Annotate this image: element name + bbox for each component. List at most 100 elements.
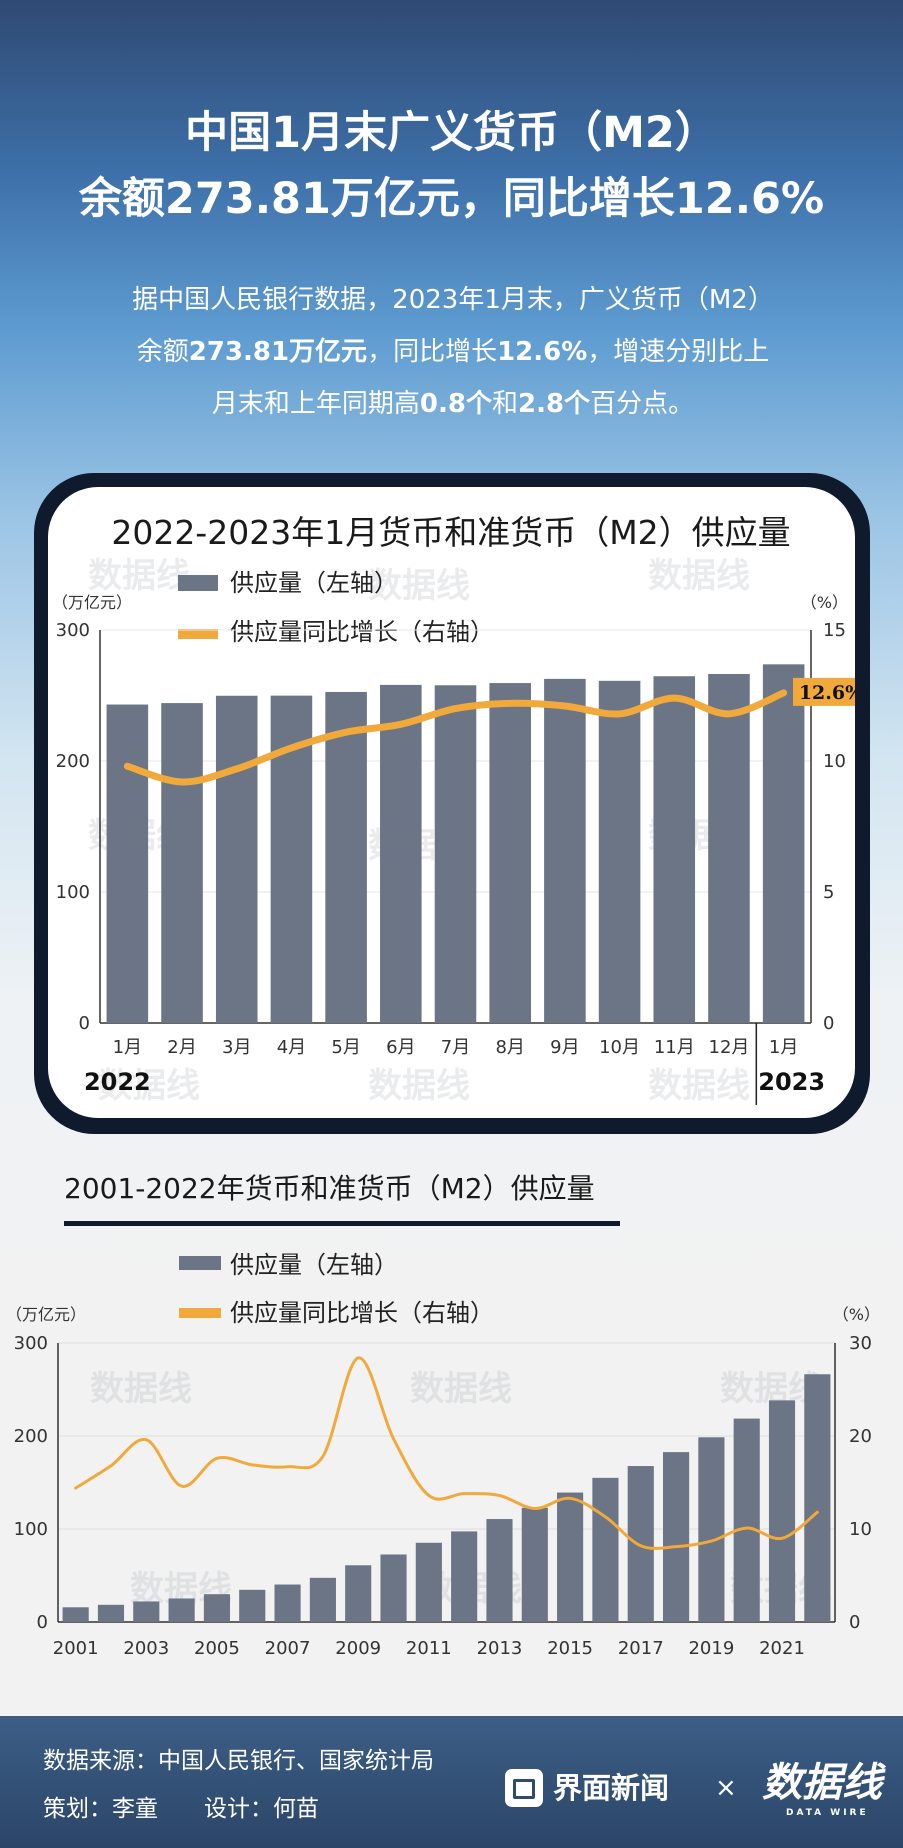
y-tick-label-right: 0 <box>849 1612 860 1633</box>
watermark-text: 数据线 <box>88 556 190 596</box>
right-axis-unit: （%） <box>833 1305 880 1324</box>
datawire-logo: 数据线 <box>762 1760 882 1806</box>
x-tick-label: 2003 <box>123 1638 169 1659</box>
y-tick-label-left: 0 <box>79 1013 90 1034</box>
jiemian-logo-text: 界面新闻 <box>553 1771 670 1805</box>
bar <box>598 680 641 1023</box>
y-tick-label-right: 30 <box>849 1333 872 1354</box>
chart-card: 数据线数据线数据线数据线数据线数据线数据线数据线数据线2022-2023年1月货… <box>48 487 855 1118</box>
left-axis-unit: （万亿元） <box>6 1305 86 1324</box>
legend-label-line: 供应量同比增长（右轴） <box>230 618 494 646</box>
bar <box>97 1604 125 1622</box>
annotation-label: 12.6% <box>799 682 855 704</box>
watermark-text: 数据线 <box>648 556 750 596</box>
legend-label-bar: 供应量（左轴） <box>230 569 398 597</box>
x-tick-label: 2009 <box>335 1638 381 1659</box>
title-line-1: 中国1月末广义货币（M2） <box>185 108 718 158</box>
x-tick-label: 7月 <box>441 1037 470 1058</box>
bar <box>168 1598 195 1622</box>
growth-line <box>74 1356 819 1550</box>
legend-swatch-line <box>179 1308 221 1318</box>
x-tick-label: 2月 <box>167 1037 196 1058</box>
x-tick-label: 2001 <box>53 1638 99 1659</box>
page-title: 中国1月末广义货币（M2） 余额273.81万亿元，同比增长12.6% <box>0 100 903 232</box>
chart-title: 2001-2022年货币和准货币（M2）供应量 <box>64 1172 595 1205</box>
jiemian-logo: 界面新闻 <box>505 1768 669 1808</box>
watermark-text: 数据线 <box>90 1369 192 1409</box>
y-tick-label-left: 200 <box>56 751 90 772</box>
year-label-2022: 2022 <box>84 1068 151 1096</box>
legend-swatch-bar <box>179 1256 221 1270</box>
x-tick-label: 2019 <box>688 1638 734 1659</box>
footer-times-sign: × <box>715 1773 737 1803</box>
bar <box>380 684 422 1023</box>
intro-highlight: 2.8个 <box>518 389 591 419</box>
intro-highlight: 12.6% <box>497 337 588 367</box>
bar <box>486 1519 513 1622</box>
x-tick-label: 8月 <box>495 1037 524 1058</box>
intro-text: 月末和上年同期高 <box>211 389 420 419</box>
growth-line <box>123 689 788 786</box>
legend-label-bar: 供应量（左轴） <box>230 1251 398 1279</box>
title-line-2: 余额273.81万亿元，同比增长12.6% <box>78 174 825 224</box>
bar <box>708 674 750 1023</box>
x-tick-label: 2007 <box>265 1638 311 1659</box>
watermark-text: 数据线 <box>648 1066 750 1106</box>
bar <box>557 1492 584 1622</box>
bar <box>106 704 149 1023</box>
watermark-text: 数据线 <box>368 566 470 606</box>
bar <box>203 1594 230 1622</box>
bar <box>804 1374 831 1622</box>
monthly-m2-chart: 数据线数据线数据线数据线数据线数据线数据线数据线数据线2022-2023年1月货… <box>52 513 855 1106</box>
x-tick-label: 11月 <box>654 1037 695 1058</box>
x-tick-label: 5月 <box>331 1037 360 1058</box>
datawire-logo-sub: DATA WIRE <box>786 1808 869 1818</box>
intro-highlight: 0.8个 <box>419 389 492 419</box>
x-tick-label: 1月 <box>113 1037 142 1058</box>
bar <box>274 1584 301 1622</box>
x-tick-label: 2021 <box>759 1638 805 1659</box>
x-tick-label: 2005 <box>194 1638 240 1659</box>
bar <box>434 685 477 1023</box>
y-tick-label-left: 300 <box>14 1333 48 1354</box>
intro-text: ，同比增长 <box>367 337 498 367</box>
year-label-2023: 2023 <box>758 1068 825 1096</box>
legend-swatch-bar <box>178 575 218 591</box>
bar <box>544 678 586 1023</box>
x-tick-label: 10月 <box>599 1037 640 1058</box>
news-logo-icon <box>505 1769 543 1807</box>
bar <box>415 1542 442 1622</box>
y-tick-label-left: 200 <box>14 1426 48 1447</box>
chart-title: 2022-2023年1月货币和准货币（M2）供应量 <box>111 513 790 552</box>
x-tick-label: 2011 <box>406 1638 452 1659</box>
footer: 数据来源：中国人民银行、国家统计局 策划：李童 设计：何苗 界面新闻 × 数据线… <box>0 1716 903 1848</box>
intro-line-1: 据中国人民银行数据，2023年1月末，广义货币（M2） <box>132 285 774 315</box>
legend-label-line: 供应量同比增长（右轴） <box>230 1299 494 1327</box>
y-tick-label-right: 15 <box>823 620 846 641</box>
title-underline <box>64 1221 620 1226</box>
bar <box>215 695 258 1023</box>
intro-text: 和 <box>491 389 518 419</box>
bar <box>592 1477 619 1622</box>
legend-swatch-line <box>178 629 218 639</box>
footer-credits: 策划：李童 设计：何苗 <box>43 1796 319 1822</box>
watermark-text: 数据线 <box>98 1066 200 1106</box>
y-tick-label-right: 20 <box>849 1426 872 1447</box>
intro-text: ，增速分别比上 <box>587 337 770 367</box>
intro-highlight: 273.81万亿元 <box>188 337 368 367</box>
x-tick-label: 1月 <box>769 1037 798 1058</box>
bar <box>521 1507 548 1622</box>
left-axis-unit: （万亿元） <box>52 593 132 612</box>
bar <box>133 1601 160 1622</box>
bar <box>62 1607 89 1622</box>
bar <box>733 1418 760 1622</box>
bar <box>653 676 696 1023</box>
bar <box>627 1466 654 1622</box>
y-tick-label-left: 100 <box>56 882 90 903</box>
bar <box>325 691 367 1023</box>
bar <box>768 1400 796 1622</box>
watermark-text: 数据线 <box>410 1369 512 1409</box>
y-tick-label-left: 100 <box>14 1519 48 1540</box>
bar <box>698 1437 725 1622</box>
intro-paragraph: 据中国人民银行数据，2023年1月末，广义货币（M2） 余额273.81万亿元，… <box>58 274 848 430</box>
